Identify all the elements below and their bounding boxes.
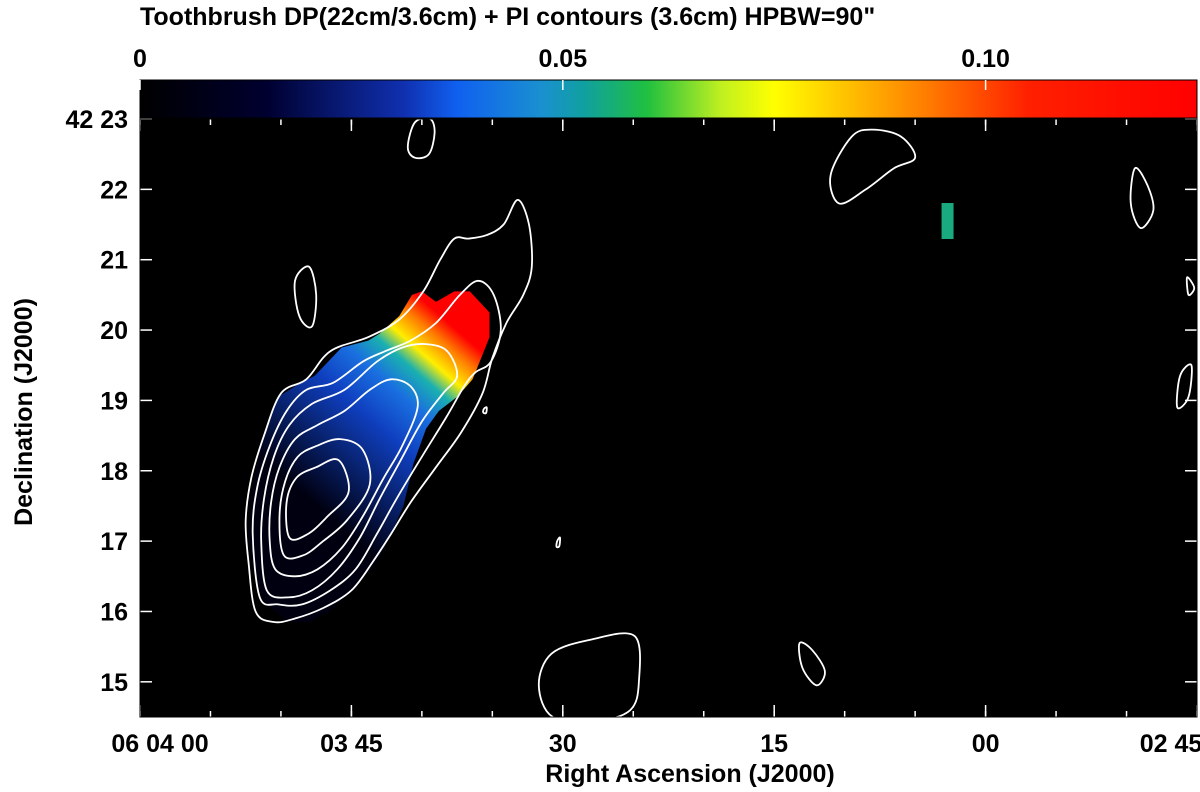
plot-frame — [139, 118, 1198, 718]
pi-contour — [1175, 363, 1193, 410]
x-tick-label: 30 — [549, 730, 577, 758]
pi-contour — [251, 279, 502, 607]
pi-contour — [244, 198, 533, 624]
pi-contour — [1185, 276, 1196, 297]
pi-contours — [244, 119, 1196, 717]
y-tick-label: 15 — [100, 669, 128, 697]
plot-area — [139, 118, 1198, 718]
colorbar-bar — [139, 79, 1198, 119]
pi-contour — [798, 641, 826, 687]
pi-contour — [555, 536, 562, 549]
x-tick-label: 06 04 00 — [111, 730, 208, 758]
colorbar: 0 0.05 0.10 — [133, 45, 1198, 119]
x-tick-labels: 06 04 00 03 45 30 15 00 02 45 — [111, 730, 1200, 758]
y-tick-label: 17 — [100, 528, 128, 556]
colorbar-tick-label: 0.10 — [961, 45, 1010, 73]
y-tick-label: 22 — [100, 176, 128, 204]
y-axis-label: Declination (J2000) — [10, 298, 38, 526]
pi-contour — [278, 438, 372, 560]
pi-contour — [260, 343, 459, 599]
isolated-pixel-group — [941, 203, 954, 240]
y-tick-label: 42 23 — [65, 106, 128, 134]
colorbar-tick-label: 0.05 — [538, 45, 587, 73]
dp-map-region — [248, 291, 490, 622]
x-tick-label: 02 45 — [1140, 730, 1200, 758]
pi-contour — [537, 632, 641, 717]
y-tick-label: 18 — [100, 458, 128, 486]
x-tick-label: 03 45 — [320, 730, 383, 758]
x-tick-label: 15 — [760, 730, 788, 758]
x-tick-label: 00 — [972, 730, 1000, 758]
pi-contour — [285, 458, 350, 541]
pi-contour — [829, 128, 917, 205]
pi-contour — [406, 119, 436, 160]
x-axis-label: Right Ascension (J2000) — [545, 760, 834, 788]
pi-contour — [1129, 166, 1155, 229]
pi-contour — [268, 378, 419, 578]
colorbar-ticks: 0 0.05 0.10 — [133, 45, 1010, 90]
y-tick-label: 16 — [100, 598, 128, 626]
pi-contour — [293, 265, 318, 329]
y-tick-label: 21 — [100, 247, 128, 275]
y-tick-label: 19 — [100, 387, 128, 415]
y-tick-labels: 42 23 22 21 20 19 18 17 16 15 — [65, 106, 128, 697]
y-tick-label: 20 — [100, 317, 128, 345]
pi-contour — [482, 406, 488, 415]
colorbar-tick-label: 0 — [133, 45, 147, 73]
chart-title: Toothbrush DP(22cm/3.6cm) + PI contours … — [140, 3, 875, 31]
